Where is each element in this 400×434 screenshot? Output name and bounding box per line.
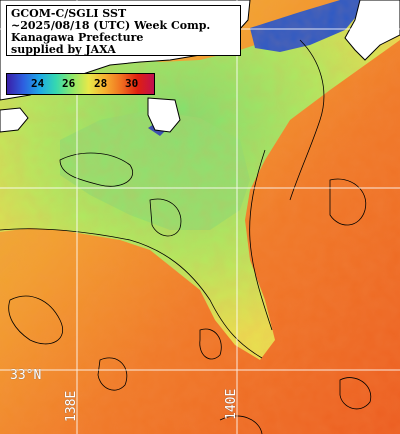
colorbar-gradient [7,74,154,94]
title-line-4: supplied by JAXA [11,43,116,56]
title-line-1: GCOM-C/SGLI SST [11,7,127,20]
title-line-2: ~2025/08/18 (UTC) Week Comp. [11,19,211,32]
lat-label-33n: 33°N [10,368,42,383]
land-miura [147,97,181,133]
land-izu [0,107,29,133]
colorbar-tick-24: 24 [31,77,45,90]
land-boso [344,0,400,61]
colorbar-tick-28: 28 [94,77,108,90]
title-box: GCOM-C/SGLI SST ~2025/08/18 (UTC) Week C… [6,5,241,56]
sst-contours [0,39,372,434]
title-line-3: Kanagawa Prefecture [11,31,144,44]
colorbar-tick-30: 30 [125,77,139,90]
lon-label-138e: 138E [64,390,79,422]
colorbar: 24 26 28 30 [6,73,155,95]
colorbar-tick-26: 26 [62,77,76,90]
lon-label-140e: 140E [224,388,239,420]
